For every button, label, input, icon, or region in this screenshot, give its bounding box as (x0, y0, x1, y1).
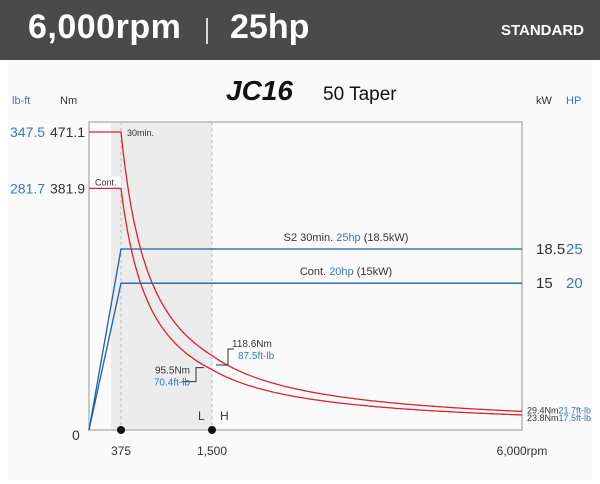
tick-left-lbft-2: 281.7 (10, 180, 45, 196)
plot-frame (88, 121, 523, 431)
tick-left-nm-2: 381.9 (50, 180, 85, 196)
tick-left-zero: 0 (72, 427, 80, 443)
callout-leader-30min (216, 348, 234, 366)
series-line-torque-cont (89, 187, 522, 416)
annotation-cont-power: Cont. 20hp (15kW) (300, 266, 392, 278)
high-range-label: H (220, 409, 229, 423)
axis-unit-hp: HP (566, 95, 581, 107)
model-logo: JC16 (226, 75, 293, 106)
tick-right-kw-2: 15 (536, 275, 553, 292)
series-line-power-cont (88, 282, 522, 431)
tick-right-kw-1: 18.5 (536, 241, 565, 258)
annotation-s2-power: S2 30min. 25hp (18.5kW) (284, 232, 409, 244)
series-label-cont-bg (91, 176, 121, 188)
series-label-cont: Cont. (95, 177, 117, 187)
series-line-power-s2 (88, 248, 522, 431)
end-value-30min: 29.4Nm21.7ft-lb (527, 405, 591, 415)
tick-x-6000: 6,000rpm (497, 444, 548, 458)
callout-cont-nm: 95.5Nm (155, 366, 190, 377)
callout-30min-nm: 118.6Nm (232, 339, 272, 350)
low-range-label: L (198, 409, 205, 423)
end-value-cont: 23.8Nm17.5ft-lb (527, 413, 591, 423)
callout-leader-cont (182, 367, 204, 383)
tick-left-nm-1: 471.1 (50, 124, 85, 140)
header-divider (206, 18, 208, 44)
axis-unit-kw: kW (536, 95, 553, 107)
tick-x-1500: 1,500 (197, 444, 227, 458)
tick-right-hp-2: 20 (566, 275, 583, 292)
marker-375 (117, 426, 125, 434)
chart-title: 50 Taper (323, 84, 397, 105)
callout-cont-lbft: 70.4ft-lb (154, 378, 191, 389)
tick-right-hp-1: 25 (566, 241, 583, 258)
tick-left-lbft-1: 347.5 (10, 124, 45, 140)
tick-x-375: 375 (111, 444, 131, 458)
series-label-30min: 30min. (127, 128, 154, 138)
axis-unit-lbft: lb-ft (12, 95, 30, 107)
max-hp-label: 25hp (230, 8, 310, 46)
low-range-shade (111, 122, 212, 430)
standard-badge: STANDARD (500, 22, 584, 39)
axis-unit-nm: Nm (60, 95, 77, 107)
marker-1500 (208, 426, 216, 434)
max-rpm-label: 6,000rpm (28, 8, 182, 46)
series-line-torque-30min (89, 131, 523, 413)
spec-header: 6,000rpm 25hp STANDARD (0, 0, 600, 60)
callout-30min-lbft: 87.5ft-lb (238, 351, 275, 362)
